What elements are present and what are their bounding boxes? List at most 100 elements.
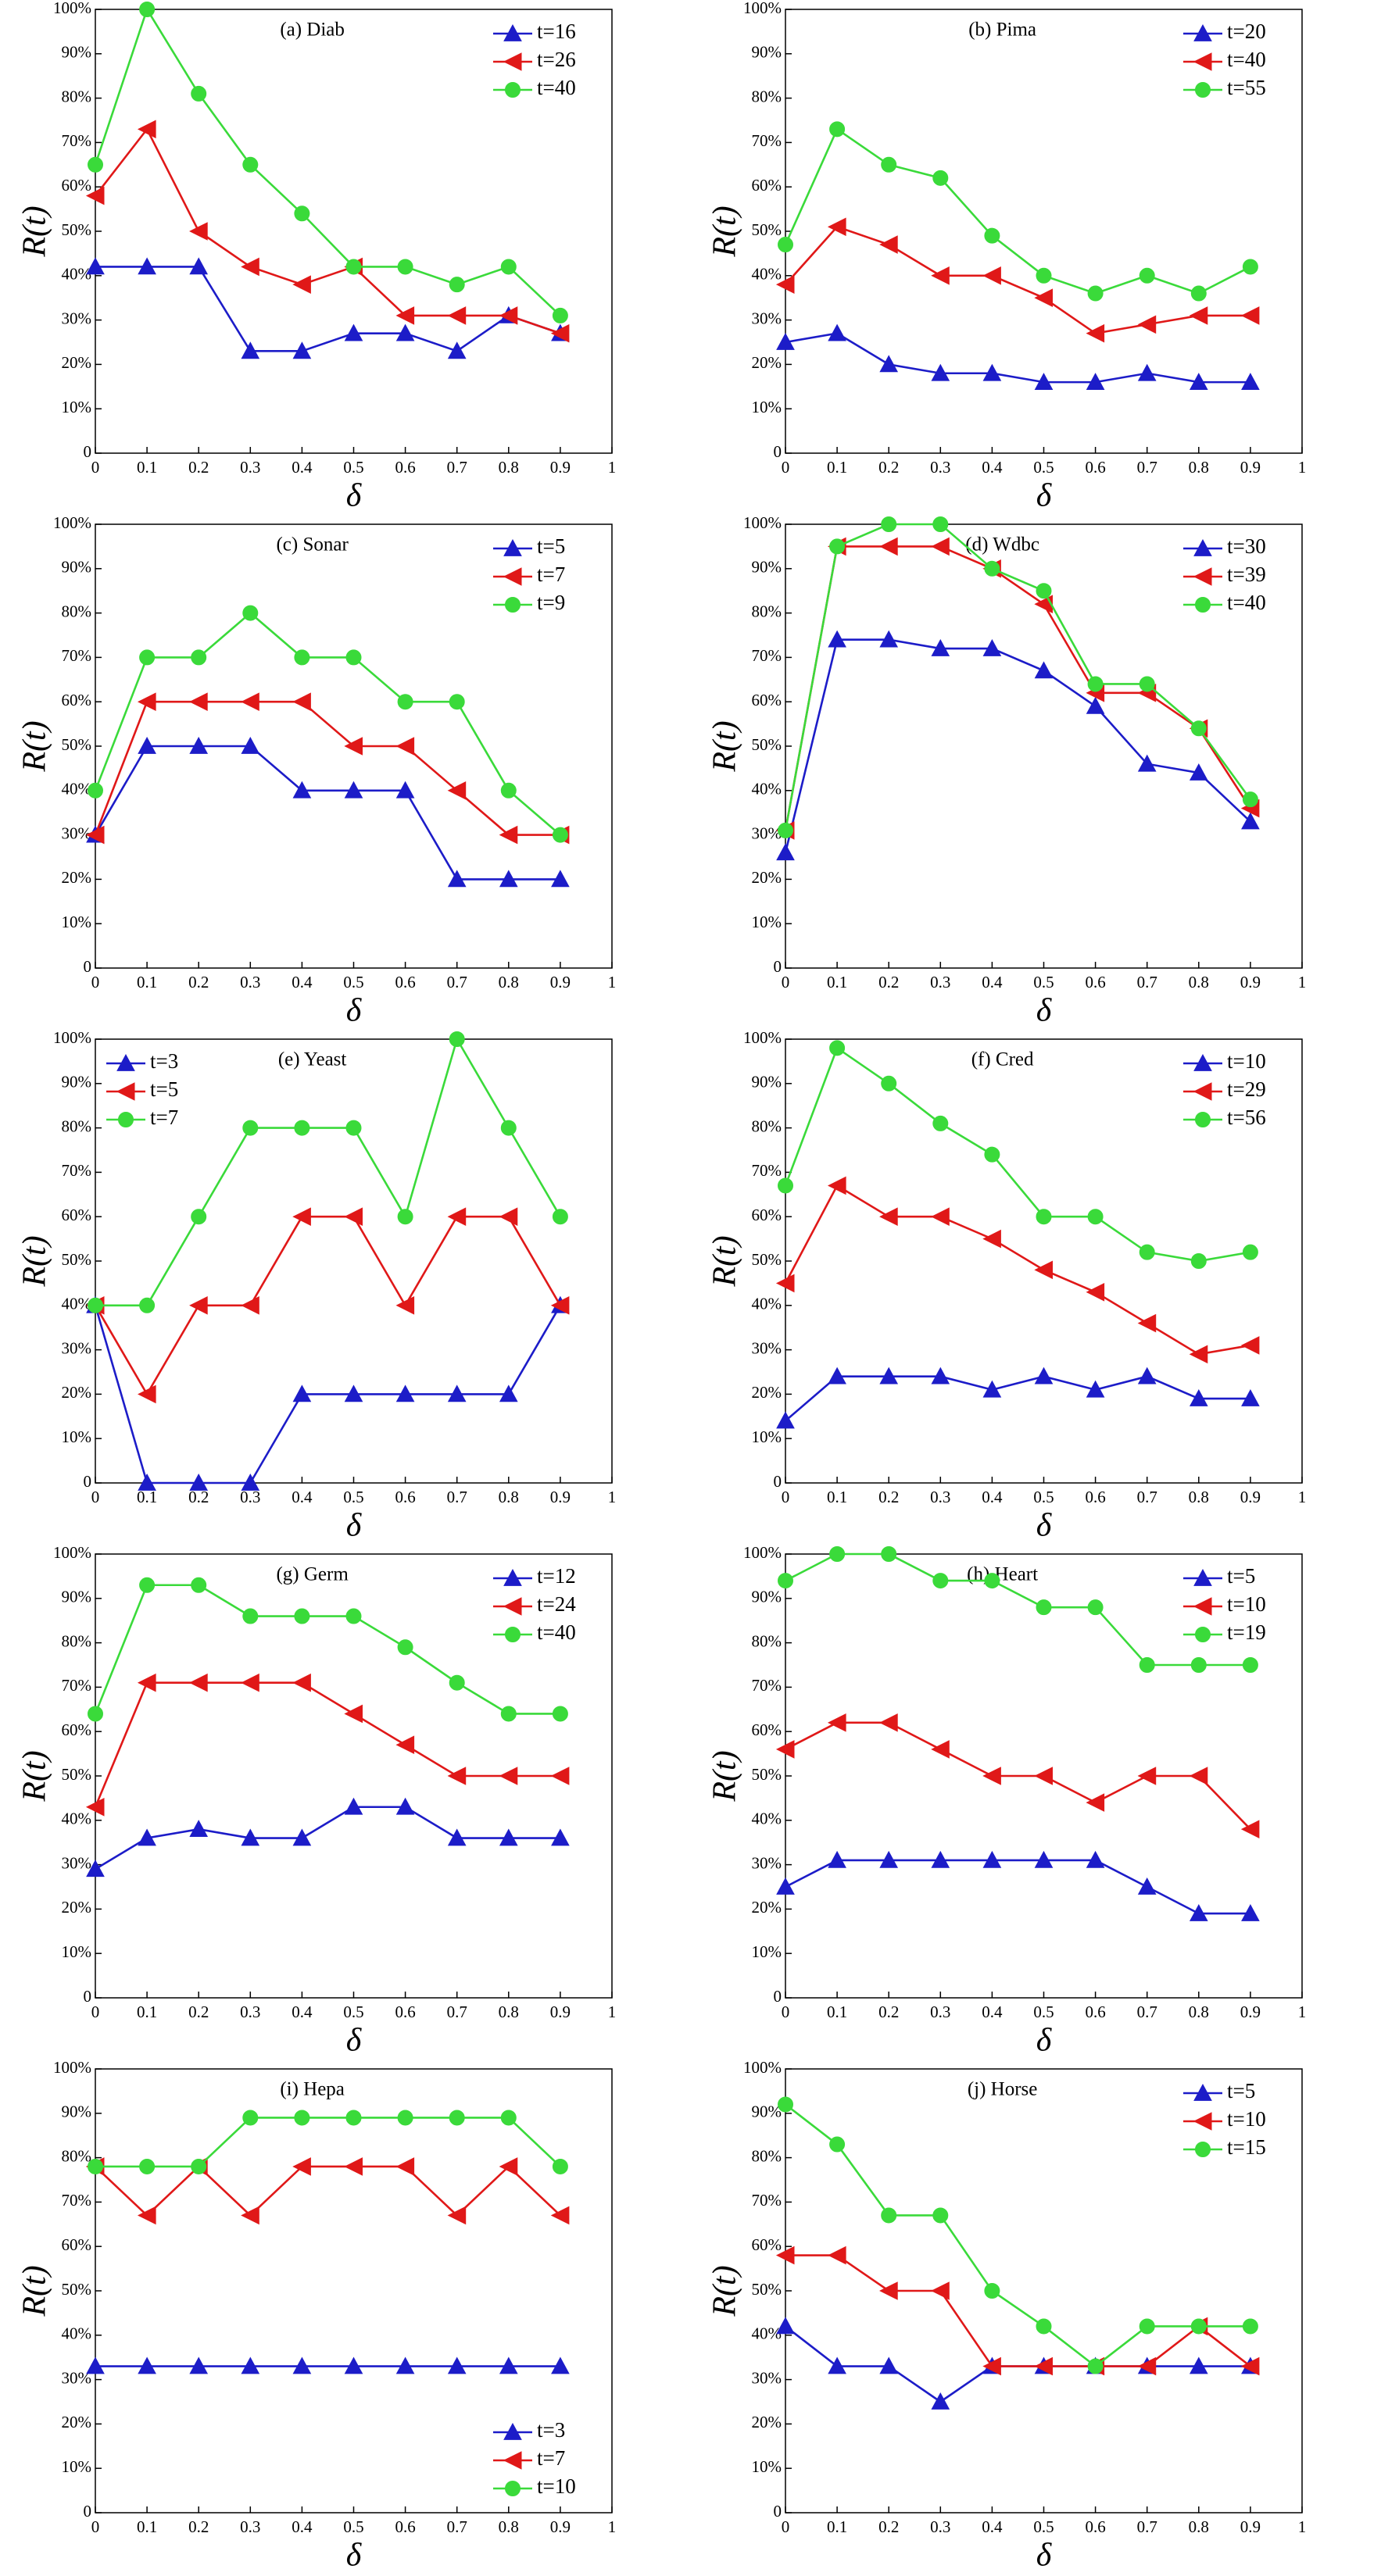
y-tick-label: 40% [752,1810,782,1828]
marker [344,1384,363,1402]
x-tick-label: 0.6 [1085,1488,1105,1506]
marker [137,1673,156,1692]
y-tick-label: 60% [62,1206,92,1224]
marker [1137,1313,1157,1333]
marker [292,1673,311,1692]
legend-label: t=40 [537,76,576,99]
marker [1034,1850,1054,1868]
series-line [94,1584,560,1715]
x-tick-label: 0.4 [292,458,313,477]
marker [829,1040,846,1056]
y-tick-label: 0 [84,957,92,976]
marker [447,2356,467,2374]
x-tick-label: 0 [91,1488,100,1506]
marker [931,1367,950,1384]
legend-marker [1193,1597,1212,1616]
marker [139,2158,156,2174]
x-tick-label: 0.8 [499,458,519,477]
y-tick-label: 50% [752,1765,782,1784]
marker [879,235,898,254]
marker [499,1384,518,1402]
x-tick-label: 0 [91,2003,100,2021]
marker [982,363,1002,381]
series-line [94,1215,562,1396]
x-tick-label: 0.4 [982,458,1003,477]
y-tick-label: 20% [62,353,92,372]
series-line [784,545,1251,831]
y-tick-label: 30% [62,309,92,327]
x-tick-label: 0.9 [550,2003,571,2021]
marker [1189,1767,1208,1785]
marker [778,2096,793,2113]
legend-label: t=39 [1227,563,1266,586]
marker [344,781,363,799]
marker [449,694,465,710]
x-tick-label: 0.9 [550,2517,571,2536]
marker [1137,315,1157,334]
marker [932,516,949,532]
marker [345,649,362,666]
marker [1190,2318,1207,2335]
x-tick-label: 0.6 [1085,458,1105,477]
x-axis-label: δ [1036,993,1053,1029]
x-tick-label: 0.1 [827,973,847,991]
marker [85,186,105,205]
marker [447,341,467,359]
marker [395,1797,415,1815]
marker [138,1473,156,1491]
legend-marker [118,1112,134,1127]
marker [294,205,310,222]
marker [931,1850,950,1868]
legend-marker [1193,1053,1212,1071]
y-tick-label: 80% [62,602,92,620]
chart-title: (b) Pima [968,20,1036,41]
y-tick-label: 70% [62,1161,92,1180]
marker [447,1828,467,1846]
y-axis-label: R(t) [707,1235,743,1287]
marker [139,2,156,17]
marker [879,1367,899,1384]
marker [292,781,312,799]
legend-label: t=40 [1227,591,1266,614]
marker [1190,720,1207,737]
legend-marker [1193,567,1212,586]
marker [1240,1336,1260,1355]
legend-label: t=30 [1227,534,1266,558]
chart-title: (i) Hepa [280,2079,345,2100]
x-tick-label: 1 [608,1488,617,1506]
x-tick-label: 0.3 [930,1488,950,1506]
marker [1189,763,1208,781]
y-tick-label: 60% [62,2235,92,2254]
marker [344,2157,363,2176]
legend-marker [505,1627,521,1642]
marker [931,2281,950,2300]
marker [551,1828,570,1846]
legend-label: t=15 [1227,2135,1266,2159]
y-axis-label: R(t) [17,1235,53,1287]
marker [189,2356,209,2374]
marker [1086,323,1105,343]
y-axis-label: R(t) [707,720,743,772]
marker [395,1735,415,1755]
y-tick-label: 100% [743,1543,782,1562]
marker [1087,676,1104,692]
y-axis-label: R(t) [707,205,743,257]
marker [550,1295,570,1315]
x-tick-label: 0.9 [550,458,571,477]
marker [982,1767,1001,1785]
series-line [785,225,1250,335]
marker [1034,2356,1053,2376]
x-tick-label: 0.8 [1189,458,1209,477]
marker [449,1031,465,1047]
x-axis-label: δ [346,478,363,514]
series-line [94,6,561,316]
y-tick-label: 80% [752,602,782,620]
y-tick-label: 100% [53,1543,91,1562]
marker [395,781,415,799]
chart-title: (d) Wdbc [965,534,1039,556]
y-tick-label: 30% [752,309,782,327]
marker [242,605,259,621]
y-tick-label: 0 [84,1472,92,1491]
series-line [95,1036,562,1307]
x-axis-label: δ [346,2023,363,2059]
